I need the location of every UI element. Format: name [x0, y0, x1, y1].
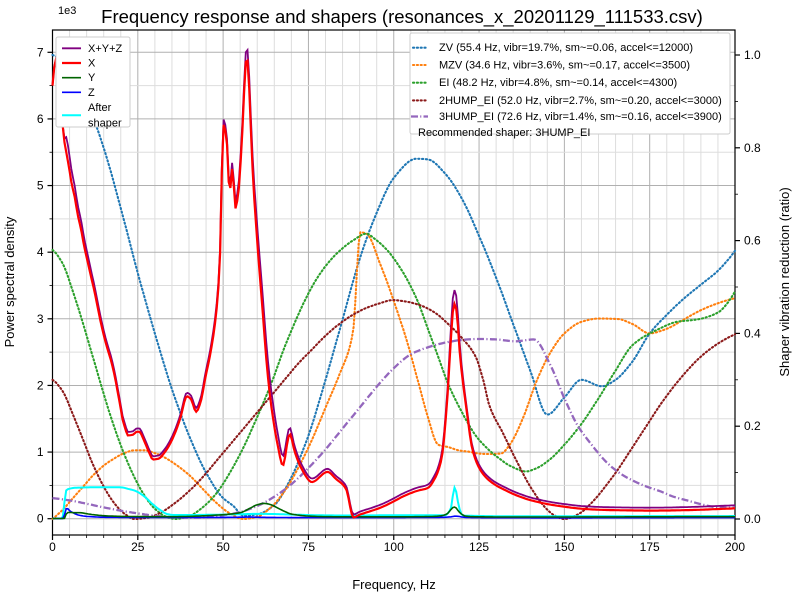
- svg-text:MZV (34.6 Hz, vibr=3.6%, sm~=0: MZV (34.6 Hz, vibr=3.6%, sm~=0.17, accel…: [439, 60, 690, 72]
- svg-text:3: 3: [37, 312, 44, 326]
- svg-text:Shaper vibration reduction (ra: Shaper vibration reduction (ratio): [777, 187, 792, 376]
- svg-text:X: X: [88, 58, 96, 70]
- svg-text:6: 6: [37, 112, 44, 126]
- svg-text:Recommended shaper: 3HUMP_EI: Recommended shaper: 3HUMP_EI: [418, 127, 590, 139]
- svg-text:shaper: shaper: [88, 117, 122, 129]
- svg-text:0.2: 0.2: [744, 419, 761, 433]
- svg-text:0.0: 0.0: [744, 512, 761, 526]
- svg-text:After: After: [88, 102, 112, 114]
- svg-text:EI (48.2 Hz, vibr=4.8%, sm~=0.: EI (48.2 Hz, vibr=4.8%, sm~=0.14, accel<…: [439, 77, 677, 89]
- svg-text:Z: Z: [88, 87, 95, 99]
- svg-text:0: 0: [37, 512, 44, 526]
- svg-text:75: 75: [302, 540, 316, 554]
- svg-text:1: 1: [37, 445, 44, 459]
- svg-text:2: 2: [37, 378, 44, 392]
- svg-text:ZV (55.4 Hz, vibr=19.7%, sm~=0: ZV (55.4 Hz, vibr=19.7%, sm~=0.06, accel…: [439, 42, 693, 54]
- svg-text:Power spectral density: Power spectral density: [2, 216, 17, 347]
- svg-text:4: 4: [37, 245, 44, 259]
- svg-text:3HUMP_EI (72.6 Hz, vibr=1.4%,: 3HUMP_EI (72.6 Hz, vibr=1.4%, sm~=0.16, …: [439, 111, 722, 123]
- svg-text:0.4: 0.4: [744, 326, 761, 340]
- svg-text:50: 50: [216, 540, 230, 554]
- svg-text:1.0: 1.0: [744, 48, 761, 62]
- svg-text:2HUMP_EI (52.0 Hz, vibr=2.7%,: 2HUMP_EI (52.0 Hz, vibr=2.7%, sm~=0.20, …: [439, 95, 722, 107]
- svg-text:7: 7: [37, 45, 44, 59]
- svg-text:5: 5: [37, 179, 44, 193]
- svg-text:1e3: 1e3: [58, 5, 76, 17]
- svg-text:Frequency response and shapers: Frequency response and shapers (resonanc…: [101, 6, 703, 28]
- svg-text:100: 100: [384, 540, 404, 554]
- svg-text:0.6: 0.6: [744, 234, 761, 248]
- svg-text:175: 175: [640, 540, 660, 554]
- svg-text:150: 150: [554, 540, 574, 554]
- svg-text:200: 200: [725, 540, 745, 554]
- svg-text:Y: Y: [88, 72, 96, 84]
- svg-text:X+Y+Z: X+Y+Z: [88, 43, 123, 55]
- svg-text:0: 0: [49, 540, 56, 554]
- svg-text:Frequency, Hz: Frequency, Hz: [352, 577, 436, 592]
- svg-text:0.8: 0.8: [744, 141, 761, 155]
- svg-text:125: 125: [469, 540, 489, 554]
- svg-text:25: 25: [131, 540, 145, 554]
